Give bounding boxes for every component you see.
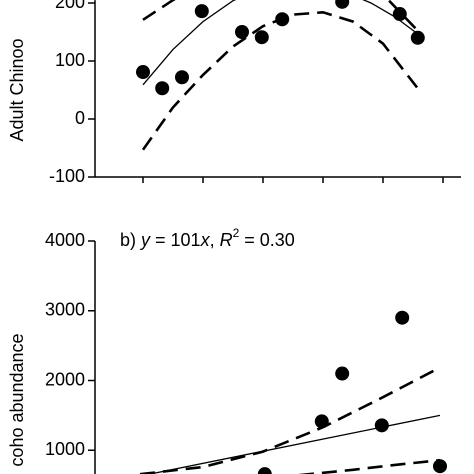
annotation-part: = 0.30 <box>239 230 295 250</box>
data-point <box>314 414 329 429</box>
data-point <box>155 81 170 96</box>
y-tick-label: 0 <box>75 108 85 128</box>
data-point <box>433 459 447 474</box>
data-point <box>194 4 209 19</box>
annotation-part: b) <box>120 230 141 250</box>
y-tick-label: 3000 <box>45 300 85 320</box>
data-point <box>335 0 350 9</box>
plot-area <box>136 0 425 151</box>
y-tick-label: 200 <box>55 0 85 12</box>
data-point <box>392 7 407 22</box>
y-axis-label: Adult Chinoo <box>7 38 27 141</box>
data-point <box>395 310 410 325</box>
data-point <box>136 65 150 80</box>
y-tick-label: 4000 <box>45 230 85 250</box>
data-point <box>335 366 350 381</box>
plot-area <box>139 310 447 474</box>
data-point <box>374 418 389 433</box>
y-tick-label: 1000 <box>45 439 85 459</box>
data-point <box>175 70 189 85</box>
annotation-part: 2 <box>233 226 240 240</box>
annotation-part: , <box>210 230 220 250</box>
fit-line <box>142 0 420 86</box>
data-point <box>410 30 425 45</box>
data-point <box>254 30 269 45</box>
data-point <box>257 467 272 474</box>
confidence-band <box>139 366 441 474</box>
annotation-part: x <box>200 230 211 250</box>
y-axis-label: coho abundance <box>7 333 27 466</box>
y-tick-label: -100 <box>49 166 85 186</box>
annotation: b) y = 101x, R2 = 0.30 <box>120 226 295 250</box>
annotation-part: = 101 <box>150 230 201 250</box>
annotation-part: R <box>220 230 233 250</box>
confidence-band <box>298 458 441 474</box>
y-tick-label: 100 <box>55 50 85 70</box>
y-tick-label: 2000 <box>45 369 85 389</box>
fit-line <box>147 414 441 474</box>
annotation-part: y <box>139 230 151 250</box>
data-point <box>235 25 249 39</box>
data-point <box>275 12 290 27</box>
